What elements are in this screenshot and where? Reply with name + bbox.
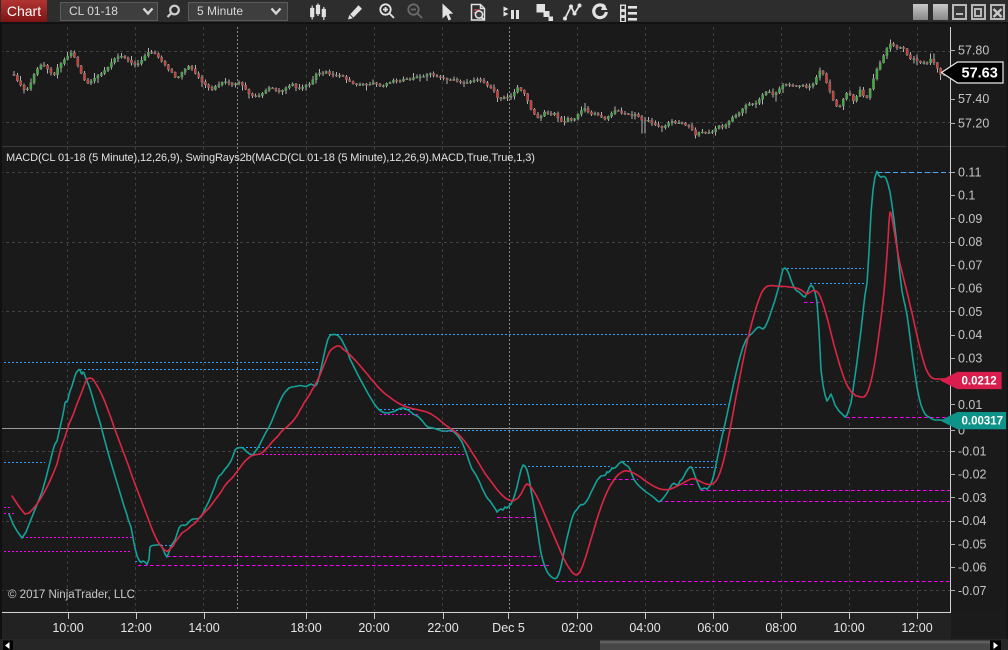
- svg-text:0.01: 0.01: [958, 398, 982, 412]
- svg-text:0.09: 0.09: [958, 212, 982, 226]
- svg-text:14:00: 14:00: [188, 621, 219, 635]
- svg-text:© 2017 NinjaTrader, LLC: © 2017 NinjaTrader, LLC: [8, 589, 135, 601]
- svg-text:Dec 5: Dec 5: [492, 621, 525, 635]
- svg-text:0.11: 0.11: [958, 165, 981, 179]
- svg-text:0.0212: 0.0212: [962, 376, 997, 388]
- svg-text:-0.05: -0.05: [958, 537, 987, 551]
- svg-text:-0.01: -0.01: [958, 444, 987, 458]
- svg-text:06:00: 06:00: [697, 621, 728, 635]
- svg-text:18:00: 18:00: [290, 621, 321, 635]
- svg-text:0: 0: [958, 424, 965, 438]
- svg-text:0.07: 0.07: [958, 258, 982, 272]
- svg-text:0.05: 0.05: [958, 305, 982, 319]
- svg-text:57.20: 57.20: [958, 116, 989, 130]
- svg-text:0.00317: 0.00317: [962, 416, 1004, 428]
- svg-text:-0.02: -0.02: [958, 468, 987, 482]
- svg-text:12:00: 12:00: [120, 621, 151, 635]
- svg-text:0.03: 0.03: [958, 351, 982, 365]
- svg-text:20:00: 20:00: [358, 621, 389, 635]
- svg-text:12:00: 12:00: [901, 621, 932, 635]
- svg-text:57.80: 57.80: [958, 44, 989, 58]
- svg-text:-0.03: -0.03: [958, 491, 987, 505]
- svg-text:04:00: 04:00: [629, 621, 660, 635]
- svg-text:0.08: 0.08: [958, 235, 982, 249]
- svg-text:10:00: 10:00: [52, 621, 83, 635]
- svg-text:-0.04: -0.04: [958, 514, 987, 528]
- svg-text:08:00: 08:00: [765, 621, 796, 635]
- svg-text:-0.07: -0.07: [958, 584, 987, 598]
- svg-text:0.06: 0.06: [958, 282, 982, 296]
- svg-text:57.40: 57.40: [958, 92, 989, 106]
- svg-text:10:00: 10:00: [833, 621, 864, 635]
- svg-text:-0.06: -0.06: [958, 561, 987, 575]
- svg-text:57.63: 57.63: [962, 66, 998, 82]
- svg-text:02:00: 02:00: [561, 621, 592, 635]
- svg-text:0.04: 0.04: [958, 328, 982, 342]
- svg-text:22:00: 22:00: [427, 621, 458, 635]
- svg-text:MACD(CL 01-18 (5 Minute),12,26: MACD(CL 01-18 (5 Minute),12,26,9), Swing…: [6, 152, 535, 164]
- svg-text:0.1: 0.1: [958, 189, 975, 203]
